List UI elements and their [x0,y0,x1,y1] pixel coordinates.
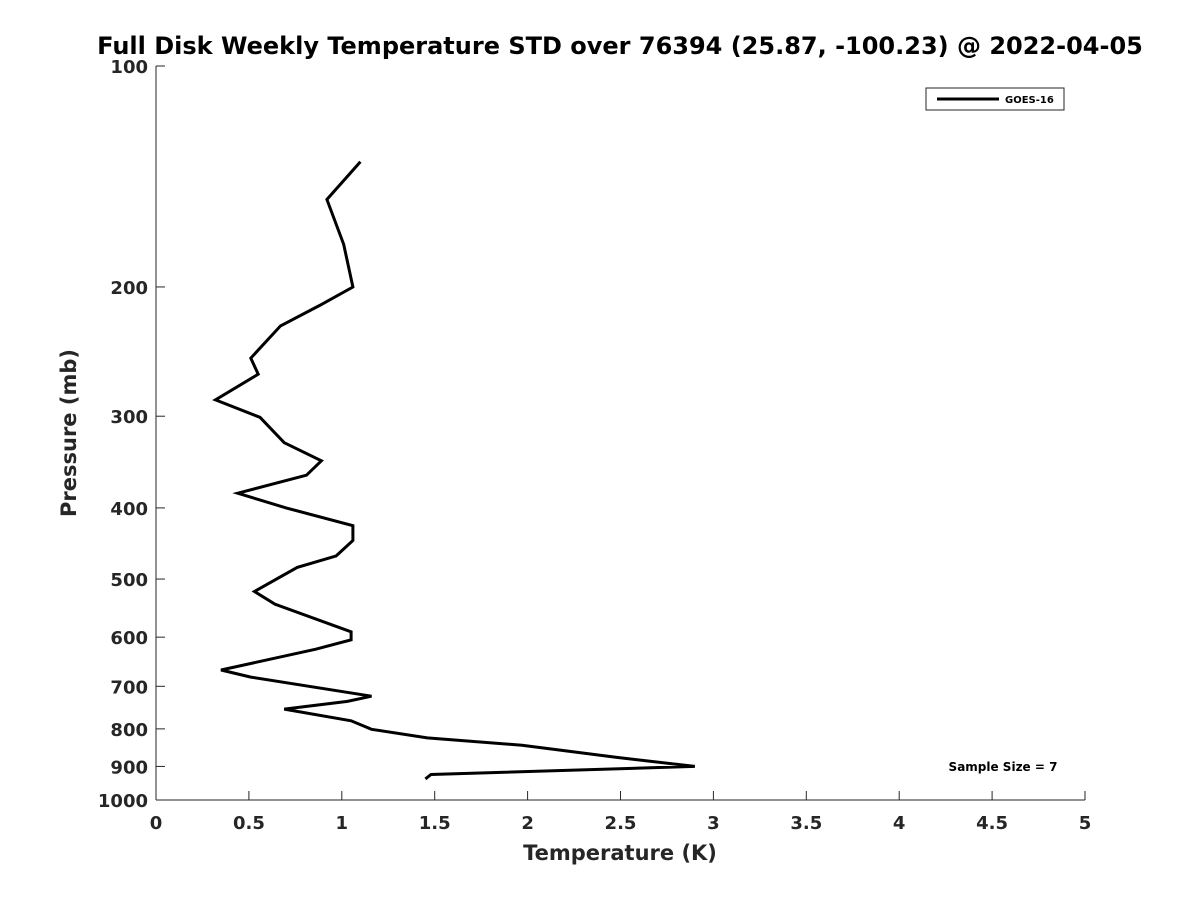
x-tick-label: 4.5 [976,813,1008,834]
y-tick-label: 500 [110,570,148,591]
y-tick-label: 400 [110,499,148,520]
x-tick-label: 2.5 [605,813,637,834]
y-tick-label: 700 [110,677,148,698]
legend-label-goes-16: GOES-16 [1005,95,1054,106]
chart-title: Full Disk Weekly Temperature STD over 76… [97,32,1143,60]
x-axis-ticks: 0 0.5 1 1.5 2 2.5 3 3.5 4 4.5 5 [150,791,1092,834]
legend: GOES-16 [925,87,1065,111]
y-tick-label: 200 [110,278,148,299]
y-tick-label: 300 [110,407,148,428]
x-tick-label: 0 [150,813,163,834]
x-tick-label: 4 [893,813,906,834]
y-axis-ticks: 100 200 300 400 500 600 700 800 900 1000 [98,57,165,812]
y-tick-label: 800 [110,720,148,741]
x-tick-label: 1.5 [419,813,451,834]
x-tick-label: 5 [1079,813,1092,834]
x-tick-label: 3 [707,813,720,834]
sample-size-annotation: Sample Size = 7 [949,760,1058,774]
x-tick-label: 2 [521,813,534,834]
x-tick-label: 0.5 [233,813,265,834]
y-axis-label: Pressure (mb) [57,349,81,517]
y-tick-label: 100 [110,57,148,78]
series-layer [212,160,695,781]
x-tick-label: 3.5 [790,813,822,834]
y-tick-label: 900 [110,757,148,778]
y-tick-label: 600 [110,628,148,649]
x-axis-label: Temperature (K) [523,841,717,865]
y-tick-label: 1000 [98,791,148,812]
plot-area [155,66,1085,801]
series-line-goes-16 [212,160,695,781]
x-tick-label: 1 [336,813,349,834]
